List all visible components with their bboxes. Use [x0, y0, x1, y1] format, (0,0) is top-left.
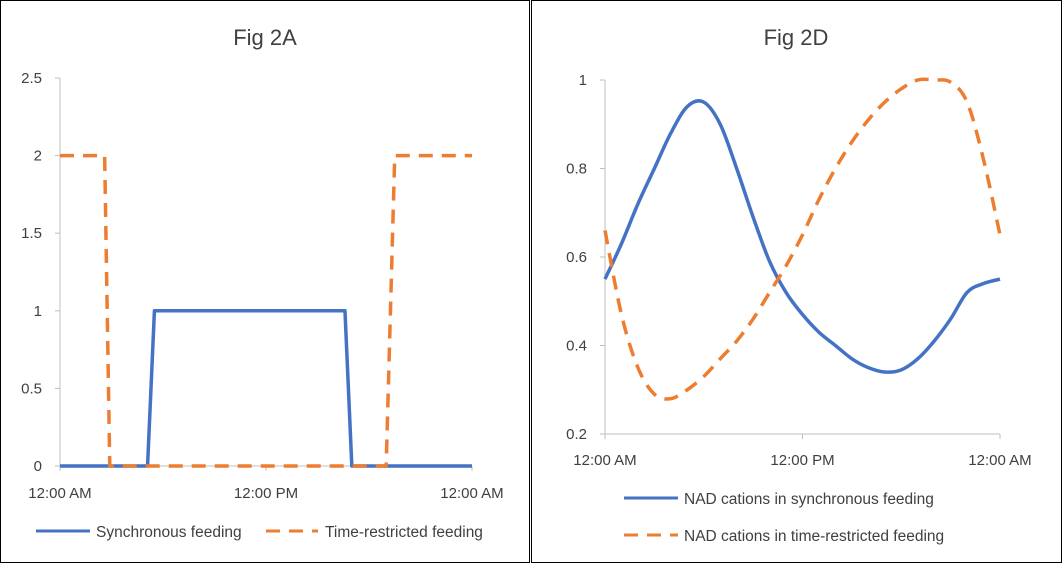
axes — [600, 79, 1001, 439]
x-tick-label: 12:00 AM — [968, 452, 1031, 469]
y-tick-label: 0.2 — [566, 426, 587, 443]
legend-label-time-restricted: Time-restricted feeding — [325, 524, 483, 541]
y-tick-label: 0.4 — [566, 338, 587, 355]
y-tick-label: 0.8 — [566, 161, 587, 178]
x-tick-label: 12:00 AM — [28, 485, 91, 502]
y-tick-labels: 0.2 0.4 0.6 0.8 1 — [566, 72, 587, 443]
x-tick-labels: 12:00 AM 12:00 PM 12:00 AM — [573, 452, 1031, 469]
x-tick-label: 12:00 PM — [770, 452, 834, 469]
chart-fig-2d: Fig 2D 0.20.40.60.81 12:00 AM 12:00 PM 12:… — [566, 25, 1032, 545]
chart-fig-2a: Fig 2A 00.511.522.5 12:00 AM 12:00 PM 12:0… — [21, 25, 504, 541]
panel-d-border — [531, 0, 1062, 563]
y-tick-label: 0.5 — [21, 380, 42, 397]
series-lines — [603, 77, 1002, 401]
series-line-time-restricted — [60, 153, 472, 468]
panel-a-border — [0, 0, 530, 563]
x-tick-label: 12:00 AM — [573, 452, 636, 469]
x-tick-label: 12:00 AM — [440, 485, 503, 502]
x-tick-labels: 12:00 AM 12:00 PM 12:00 AM — [28, 485, 503, 502]
y-tick-label: 1.5 — [21, 225, 42, 242]
series-line-synchronous — [603, 99, 1001, 374]
y-tick-label: 0 — [34, 458, 42, 475]
y-tick-label: 0.6 — [566, 249, 587, 266]
legend-label-nad-synchronous: NAD cations in synchronous feeding — [684, 491, 934, 508]
y-tick-label: 1 — [579, 72, 587, 89]
series-lines — [60, 153, 472, 468]
chart-title: Fig 2A — [233, 25, 297, 50]
series-line-time-restricted — [603, 77, 1002, 401]
legend: NAD cations in synchronous feeding NAD c… — [624, 491, 944, 545]
y-tick-label: 1 — [34, 303, 42, 320]
y-tick-label: 2.5 — [21, 70, 42, 87]
y-tick-labels: 0 0.5 1 1.5 2 2.5 — [21, 70, 42, 475]
legend: Synchronous feeding Time-restricted feed… — [36, 524, 483, 541]
x-tick-label: 12:00 PM — [234, 485, 298, 502]
legend-label-synchronous: Synchronous feeding — [96, 524, 242, 541]
legend-label-nad-time-restricted: NAD cations in time-restricted feeding — [684, 528, 944, 545]
y-tick-label: 2 — [34, 148, 42, 165]
chart-title: Fig 2D — [764, 25, 829, 50]
